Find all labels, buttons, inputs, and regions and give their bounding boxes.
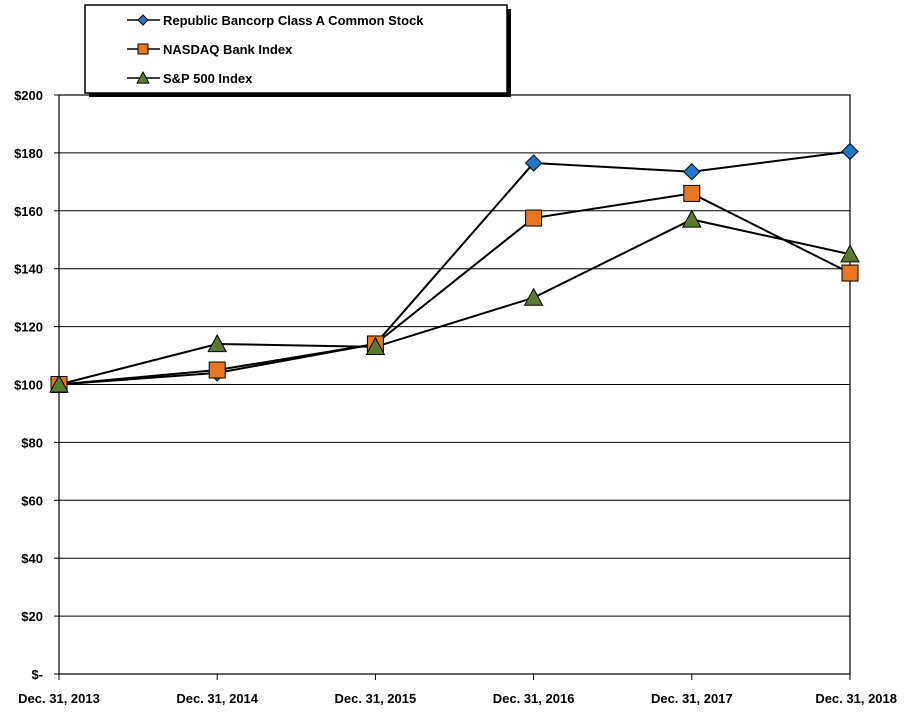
y-tick-label: $120 <box>14 320 43 335</box>
y-tick-label: $180 <box>14 146 43 161</box>
x-tick-label: Dec. 31, 2018 <box>815 691 897 706</box>
y-tick-label: $40 <box>21 551 43 566</box>
data-point-square <box>525 209 543 227</box>
y-tick-label: $80 <box>21 435 43 450</box>
x-tick-label: Dec. 31, 2013 <box>18 691 100 706</box>
y-axis: $- $20 $40 $60 $80 $100 $120 $140 $160 $180 $200 <box>14 88 59 682</box>
grid-lines <box>59 94 850 675</box>
y-tick-label: $160 <box>14 204 43 219</box>
y-tick-label: $200 <box>14 88 43 103</box>
y-tick-label: $20 <box>21 609 43 624</box>
x-tick-label: Dec. 31, 2014 <box>176 691 258 706</box>
legend-marker-diamond <box>137 14 149 26</box>
data-point-square <box>683 184 701 202</box>
y-tick-label: $- <box>31 667 43 682</box>
legend-marker-triangle <box>136 70 150 84</box>
legend-label: Republic Bancorp Class A Common Stock <box>163 13 424 28</box>
data-point-diamond <box>841 142 859 161</box>
series-line-2 <box>58 192 851 386</box>
data-point-triangle <box>681 209 702 228</box>
data-point-diamond <box>524 154 543 172</box>
data-point-diamond <box>683 163 701 181</box>
x-tick-label: Dec. 31, 2017 <box>651 691 733 706</box>
legend-label: NASDAQ Bank Index <box>163 42 293 57</box>
legend-label: S&P 500 Index <box>163 71 253 86</box>
data-point-square <box>208 361 226 379</box>
legend: Republic Bancorp Class A Common Stock NAS… <box>84 4 511 97</box>
y-tick-label: $140 <box>14 262 43 277</box>
data-point-triangle <box>365 336 386 356</box>
legend-marker-square <box>137 43 149 55</box>
data-point-triangle <box>840 244 860 263</box>
y-tick-label: $100 <box>14 378 43 393</box>
series-lines <box>58 150 851 386</box>
data-point-triangle <box>523 287 544 306</box>
x-tick-label: Dec. 31, 2015 <box>335 691 417 706</box>
x-axis: Dec. 31, 2013 Dec. 31, 2014 Dec. 31, 2015 D… <box>18 674 897 706</box>
x-tick-label: Dec. 31, 2016 <box>493 691 575 706</box>
series-markers <box>49 142 860 394</box>
data-point-triangle <box>49 374 69 393</box>
data-point-triangle <box>207 333 228 353</box>
series-line-3 <box>58 218 851 386</box>
series-line-1 <box>58 150 851 386</box>
y-tick-label: $60 <box>21 493 43 508</box>
data-point-square <box>841 264 859 282</box>
